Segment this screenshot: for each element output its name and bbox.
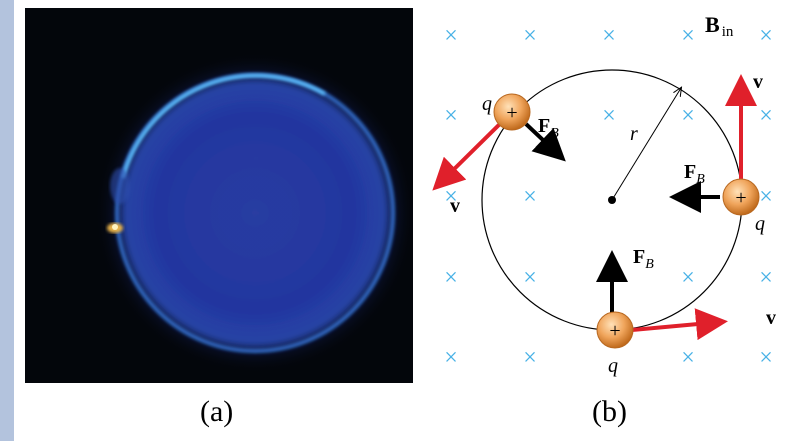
velocity-label-left: v — [450, 195, 460, 217]
field-marker-icon: × — [444, 103, 458, 129]
field-marker-icon: × — [444, 345, 458, 371]
force-label-bottom: FB — [633, 246, 654, 272]
field-marker-icon: × — [759, 103, 773, 129]
field-marker-icon: × — [681, 103, 695, 129]
radius-line — [611, 88, 681, 201]
force-label-right: FB — [684, 161, 705, 187]
beam-glow-disk — [113, 71, 397, 355]
field-marker-icon: × — [523, 345, 537, 371]
field-marker-icon: × — [681, 265, 695, 291]
field-marker-icon: × — [681, 23, 695, 49]
field-marker-icon: × — [523, 23, 537, 49]
field-marker-icon: × — [759, 265, 773, 291]
charge-left: + — [493, 93, 531, 131]
field-marker-icon: × — [602, 23, 616, 49]
center-dot — [608, 196, 616, 204]
velocity-label-right: v — [753, 71, 763, 93]
charge-label-right: q — [755, 213, 765, 235]
caption-b: (b) — [592, 395, 627, 428]
velocity-arrow-bottom — [631, 308, 728, 341]
circular-motion-diagram: × × × × × × × × × × × × × × × × × × × × … — [420, 0, 792, 390]
electron-beam-photo — [25, 8, 413, 383]
side-strip — [0, 0, 14, 441]
field-marker-icon: × — [759, 184, 773, 210]
charge-bottom: + — [596, 311, 634, 349]
force-arrow-left — [524, 122, 566, 162]
field-marker-icon: × — [523, 265, 537, 291]
svg-text:+: + — [609, 320, 620, 342]
charge-right: + — [722, 178, 760, 216]
charge-label-bottom: q — [608, 355, 618, 377]
field-marker-icon: × — [602, 103, 616, 129]
beam-arc-bright — [121, 73, 326, 179]
charge-label-left: q — [482, 93, 492, 115]
field-marker-icon: × — [759, 23, 773, 49]
field-marker-icon: × — [759, 345, 773, 371]
field-marker-icon: × — [523, 184, 537, 210]
electron-gun-glow — [110, 168, 130, 204]
field-marker-icon: × — [444, 265, 458, 291]
force-label-left: FB — [538, 115, 559, 141]
field-marker-icon: × — [681, 345, 695, 371]
field-marker-icon: × — [444, 23, 458, 49]
svg-text:+: + — [735, 187, 746, 209]
velocity-label-bottom: v — [766, 307, 776, 329]
radius-label: r — [630, 123, 638, 145]
caption-a: (a) — [200, 395, 234, 428]
svg-text:+: + — [506, 102, 517, 124]
